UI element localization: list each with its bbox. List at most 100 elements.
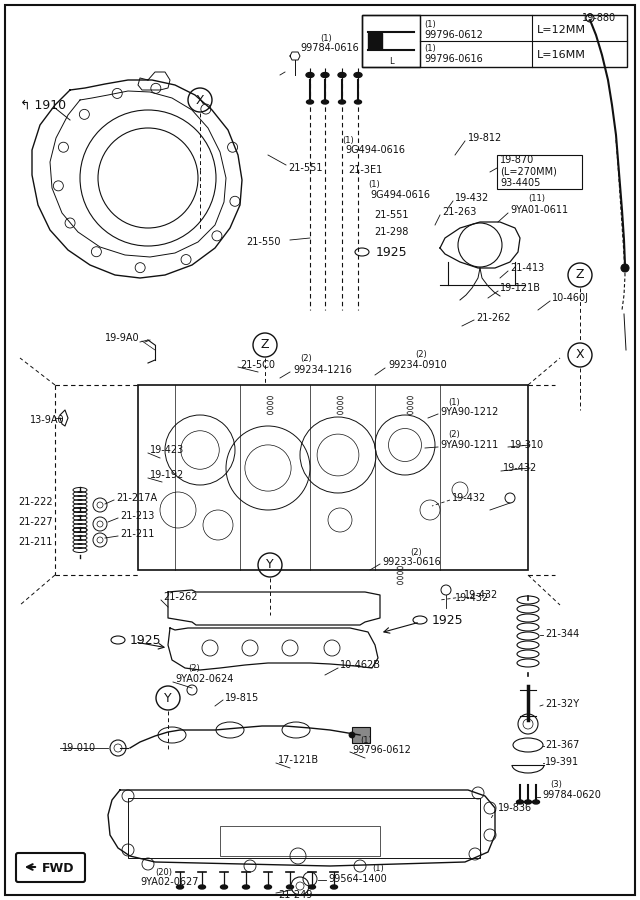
Text: (1): (1) bbox=[448, 398, 460, 407]
Bar bbox=[138, 385, 528, 570]
Text: (2): (2) bbox=[300, 354, 312, 363]
Ellipse shape bbox=[221, 885, 227, 889]
Text: (2): (2) bbox=[410, 547, 422, 556]
Text: 19-310: 19-310 bbox=[510, 440, 544, 450]
Text: Z: Z bbox=[260, 338, 269, 352]
Text: 21-413: 21-413 bbox=[510, 263, 544, 273]
Text: 99234-0910: 99234-0910 bbox=[388, 360, 447, 370]
Ellipse shape bbox=[306, 73, 314, 77]
Text: 9G494-0616: 9G494-0616 bbox=[345, 145, 405, 155]
Text: 1925: 1925 bbox=[130, 634, 162, 646]
Ellipse shape bbox=[330, 885, 337, 889]
Text: 21-551: 21-551 bbox=[374, 210, 408, 220]
Text: 21-550: 21-550 bbox=[246, 237, 280, 247]
Text: 1925: 1925 bbox=[432, 614, 463, 626]
Text: 21-5C0: 21-5C0 bbox=[240, 360, 275, 370]
Text: 21-211: 21-211 bbox=[18, 537, 52, 547]
Text: 9YA01-0611: 9YA01-0611 bbox=[510, 205, 568, 215]
Bar bbox=[220, 826, 380, 856]
Text: 21-227: 21-227 bbox=[18, 517, 52, 527]
Text: 99234-1216: 99234-1216 bbox=[293, 365, 352, 375]
Ellipse shape bbox=[307, 100, 314, 104]
Text: (2): (2) bbox=[448, 430, 460, 439]
Text: 10-462B: 10-462B bbox=[340, 660, 381, 670]
Text: 19-812: 19-812 bbox=[468, 133, 502, 143]
Bar bbox=[128, 798, 480, 858]
Bar bbox=[362, 15, 420, 67]
Text: (1): (1) bbox=[320, 33, 332, 42]
Ellipse shape bbox=[321, 100, 328, 104]
Text: 19-880: 19-880 bbox=[582, 13, 616, 23]
Text: X: X bbox=[576, 348, 584, 362]
Text: 19-192: 19-192 bbox=[150, 470, 184, 480]
Text: Y: Y bbox=[164, 691, 172, 705]
Bar bbox=[352, 727, 370, 743]
Text: 19-9A0: 19-9A0 bbox=[105, 333, 140, 343]
Text: 21-217A: 21-217A bbox=[116, 493, 157, 503]
Circle shape bbox=[621, 264, 629, 272]
Text: 21-32Y: 21-32Y bbox=[545, 699, 579, 709]
Text: 19-121B: 19-121B bbox=[500, 283, 541, 293]
Ellipse shape bbox=[177, 885, 184, 889]
Text: 9YA02-0627: 9YA02-0627 bbox=[140, 877, 198, 887]
Text: 21-344: 21-344 bbox=[545, 629, 579, 639]
Bar bbox=[368, 33, 382, 49]
Ellipse shape bbox=[355, 100, 362, 104]
Text: L=16MM: L=16MM bbox=[537, 50, 586, 60]
Text: 9YA02-0624: 9YA02-0624 bbox=[175, 674, 234, 684]
Text: 21-211: 21-211 bbox=[120, 529, 154, 539]
Ellipse shape bbox=[321, 73, 329, 77]
Text: (1): (1) bbox=[342, 136, 354, 145]
Text: 9YA90-1211: 9YA90-1211 bbox=[440, 440, 499, 450]
Text: (20): (20) bbox=[155, 868, 172, 877]
Text: L: L bbox=[388, 57, 394, 66]
Text: 13-9A0: 13-9A0 bbox=[30, 415, 65, 425]
Ellipse shape bbox=[516, 800, 524, 804]
Text: (1): (1) bbox=[368, 181, 380, 190]
Text: 19-391: 19-391 bbox=[545, 757, 579, 767]
Text: 19-432: 19-432 bbox=[464, 590, 499, 600]
Text: (L=270MM): (L=270MM) bbox=[500, 167, 557, 177]
Text: 9G494-0616: 9G494-0616 bbox=[370, 190, 430, 200]
Text: X: X bbox=[196, 94, 204, 106]
Text: 10-460J: 10-460J bbox=[552, 293, 589, 303]
Ellipse shape bbox=[198, 885, 205, 889]
Ellipse shape bbox=[264, 885, 271, 889]
Text: (1): (1) bbox=[424, 43, 436, 52]
Text: 19-432: 19-432 bbox=[452, 493, 486, 503]
Text: 21-262: 21-262 bbox=[163, 592, 198, 602]
Ellipse shape bbox=[339, 100, 346, 104]
Text: 99796-0616: 99796-0616 bbox=[424, 54, 483, 64]
Text: 99233-0616: 99233-0616 bbox=[382, 557, 441, 567]
Text: 99784-0616: 99784-0616 bbox=[300, 43, 359, 53]
Text: 99796-0612: 99796-0612 bbox=[352, 745, 411, 755]
Text: 21-263: 21-263 bbox=[442, 207, 476, 217]
Text: (11): (11) bbox=[528, 194, 545, 202]
FancyBboxPatch shape bbox=[16, 853, 85, 882]
Text: Y: Y bbox=[266, 559, 274, 572]
Bar bbox=[497, 155, 582, 189]
Text: 99796-0612: 99796-0612 bbox=[424, 30, 483, 40]
Text: 19-432: 19-432 bbox=[455, 193, 489, 203]
Text: 21-222: 21-222 bbox=[18, 497, 52, 507]
Text: 1925: 1925 bbox=[376, 246, 408, 258]
Ellipse shape bbox=[308, 885, 316, 889]
Text: 19-870: 19-870 bbox=[500, 155, 534, 165]
Text: 99784-0620: 99784-0620 bbox=[542, 790, 601, 800]
Text: 99564-1400: 99564-1400 bbox=[328, 874, 387, 884]
Text: (1): (1) bbox=[424, 20, 436, 29]
Text: 21-3E1: 21-3E1 bbox=[348, 165, 382, 175]
Text: FWD: FWD bbox=[42, 861, 74, 875]
Text: 9YA90-1212: 9YA90-1212 bbox=[440, 407, 499, 417]
Ellipse shape bbox=[338, 73, 346, 77]
Text: 21-298: 21-298 bbox=[374, 227, 408, 237]
Text: 19-432: 19-432 bbox=[503, 463, 537, 473]
Text: 21-213: 21-213 bbox=[120, 511, 154, 521]
Text: (1): (1) bbox=[372, 865, 384, 874]
Text: 19-432: 19-432 bbox=[455, 593, 489, 603]
Text: (3): (3) bbox=[550, 780, 562, 789]
Text: 19-836: 19-836 bbox=[498, 803, 532, 813]
Text: 93-4405: 93-4405 bbox=[500, 178, 540, 188]
Text: 21-249: 21-249 bbox=[278, 890, 312, 900]
Ellipse shape bbox=[525, 800, 531, 804]
